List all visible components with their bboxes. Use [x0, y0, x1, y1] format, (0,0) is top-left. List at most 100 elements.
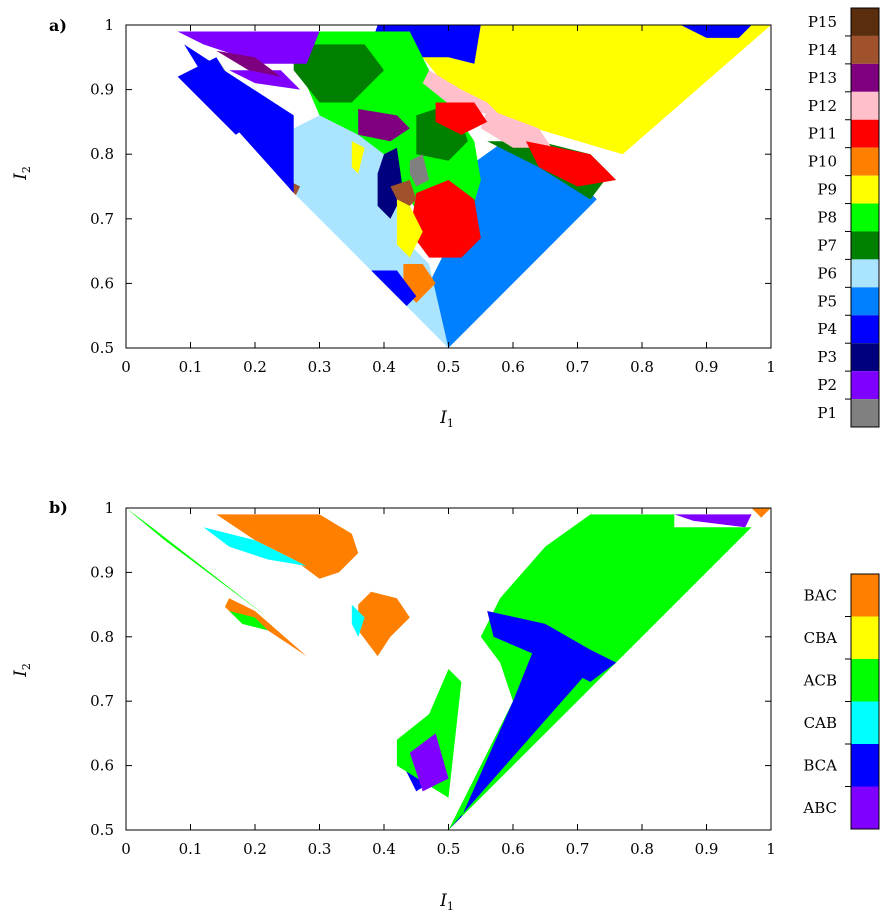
- x-tick-label-a-6: 0.6: [501, 358, 525, 376]
- legend-label-a-p3: P3: [817, 348, 837, 366]
- x-tick-label-b-3: 0.3: [308, 840, 332, 858]
- y-tick-label-b-1: 0.6: [90, 757, 114, 775]
- x-tick-label-a-1: 0.1: [179, 358, 203, 376]
- panel-b: b) 0 0.1 0.2 0.3 0.4 0.5 0.6 0.7 0.8 0.9 1 0.5 0.6 0.…: [11, 498, 880, 913]
- legend-label-b-cba: CBA: [804, 629, 838, 647]
- legend-label-b-acb: ACB: [803, 671, 837, 689]
- region-b-bac-11: [222, 598, 307, 657]
- y-tick-label-a-5: 1: [104, 16, 114, 34]
- legend-label-a-p13: P13: [808, 69, 837, 87]
- legend-swatch-b-cba: [851, 616, 879, 659]
- panel-b-axes: 0 0.1 0.2 0.3 0.4 0.5 0.6 0.7 0.8 0.9 1 0.5 0.6 0.7 0.…: [90, 499, 776, 858]
- x-tick-label-b-1: 0.1: [179, 840, 203, 858]
- region-b-cab-8: [203, 527, 307, 566]
- legend-swatch-a-p8: [851, 203, 879, 232]
- region-b-acb-4: [396, 669, 462, 798]
- x-tick-label-a-9: 0.9: [695, 358, 719, 376]
- region-a-p4-29: [371, 270, 417, 310]
- region-b-bac-9: [358, 591, 410, 657]
- legend-frame-b: [850, 573, 880, 830]
- legend-swatch-a-p4: [851, 315, 879, 344]
- legend-label-a-p12: P12: [808, 97, 837, 115]
- panel-a-axes: 0 0.1 0.2 0.3 0.4 0.5 0.6 0.7 0.8 0.9 1 0.5 0.6 0.7 0.…: [90, 16, 776, 376]
- x-tick-label-b-10: 1: [766, 840, 776, 858]
- region-a-p9-25: [351, 141, 365, 174]
- region-a-p11-17: [525, 141, 617, 187]
- region-a-p13-12: [216, 50, 281, 77]
- legend-swatch-a-p9: [851, 175, 879, 204]
- legend-swatch-a-p13: [851, 63, 879, 92]
- region-a-p1-20: [409, 154, 430, 187]
- legend-swatch-b-bac: [851, 574, 879, 617]
- legend-label-a-p2: P2: [817, 376, 837, 394]
- region-a-p9-0: [422, 25, 771, 155]
- panel-a-legend: P15 P14 P13 P12 P11 P10 P9 P8 P7 P6 P5 P4 P3 P2 P1: [808, 7, 880, 428]
- x-tick-label-b-5: 0.5: [437, 840, 461, 858]
- panel-a-xlabel: I1: [439, 408, 454, 430]
- region-a-p4-2: [680, 25, 752, 38]
- region-a-p4-28: [184, 44, 294, 194]
- region-b-acb-12: [229, 611, 268, 631]
- region-a-p2-9: [177, 31, 320, 64]
- panel-a-regions: [177, 25, 771, 348]
- panel-b-label: b): [49, 498, 68, 517]
- legend-label-b-bca: BCA: [803, 756, 837, 774]
- panel-b-xlabel: I1: [439, 891, 454, 913]
- panel-b-regions: [126, 508, 771, 830]
- legend-swatch-a-p1: [851, 399, 879, 427]
- region-a-p11-18: [409, 180, 481, 258]
- y-tick-label-a-0: 0.5: [90, 339, 114, 357]
- region-a-p13-11: [358, 109, 410, 142]
- y-tick-label-b-2: 0.7: [90, 692, 114, 710]
- legend-swatch-a-p7: [851, 231, 879, 260]
- legend-label-a-p6: P6: [817, 264, 837, 282]
- x-tick-label-a-0: 0: [121, 358, 131, 376]
- legend-frame-a: [850, 7, 880, 428]
- panel-a-label: a): [49, 16, 67, 35]
- region-b-bac-7: [216, 514, 359, 579]
- x-tick-label-a-3: 0.3: [308, 358, 332, 376]
- region-b-bca-2: [487, 611, 617, 682]
- x-tick-label-b-0: 0: [121, 840, 131, 858]
- legend-swatch-b-acb: [851, 659, 879, 702]
- panel-a-ylabel: I2: [11, 166, 33, 181]
- region-a-p12-14: [422, 70, 501, 116]
- panel-b-ylabel: I2: [11, 663, 33, 678]
- x-tick-label-a-2: 0.2: [243, 358, 267, 376]
- legend-swatch-b-abc: [851, 786, 879, 829]
- region-b-acb-6: [126, 508, 268, 618]
- region-a-p5-3: [396, 134, 597, 348]
- legend-swatch-b-cab: [851, 701, 879, 744]
- panel-a: a) 0 0.1 0.2 0.3 0.4 0.5 0.6 0.7 0.8 0.9 1 0.5 0.6 0.…: [11, 7, 880, 430]
- panel-b-legend: BAC CBA ACB CAB BCA ABC: [802, 573, 880, 830]
- region-a-p11-16: [435, 102, 488, 135]
- y-tick-label-b-0: 0.5: [90, 821, 114, 839]
- x-tick-label-b-4: 0.4: [372, 840, 396, 858]
- region-b-cab-10: [351, 604, 365, 637]
- legend-swatch-a-p15: [851, 8, 879, 36]
- region-a-p9-24: [396, 199, 423, 258]
- region-b-bca-1: [448, 636, 591, 830]
- x-tick-label-b-2: 0.2: [243, 840, 267, 858]
- legend-swatch-a-p6: [851, 259, 879, 288]
- region-a-p2-10: [229, 70, 301, 90]
- x-tick-label-a-10: 1: [766, 358, 776, 376]
- y-tick-label-a-4: 0.9: [90, 81, 114, 99]
- legend-label-a-p7: P7: [817, 236, 837, 254]
- legend-label-a-p4: P4: [817, 320, 837, 338]
- legend-swatch-a-p14: [851, 35, 879, 64]
- legend-swatch-a-p5: [851, 287, 879, 316]
- x-tick-label-b-7: 0.7: [566, 840, 590, 858]
- region-b-abc-14: [674, 514, 752, 528]
- legend-label-a-p10: P10: [808, 153, 837, 171]
- y-tick-label-a-1: 0.6: [90, 274, 114, 292]
- legend-swatch-a-p12: [851, 91, 879, 120]
- x-tick-label-a-7: 0.7: [566, 358, 590, 376]
- y-tick-label-b-3: 0.8: [90, 628, 114, 646]
- region-b-bac-13: [751, 508, 771, 518]
- x-tick-label-b-8: 0.8: [630, 840, 654, 858]
- y-tick-label-b-5: 1: [104, 499, 114, 517]
- region-a-p14-22: [390, 180, 417, 213]
- x-tick-label-a-4: 0.4: [372, 358, 396, 376]
- x-tick-label-b-9: 0.9: [695, 840, 719, 858]
